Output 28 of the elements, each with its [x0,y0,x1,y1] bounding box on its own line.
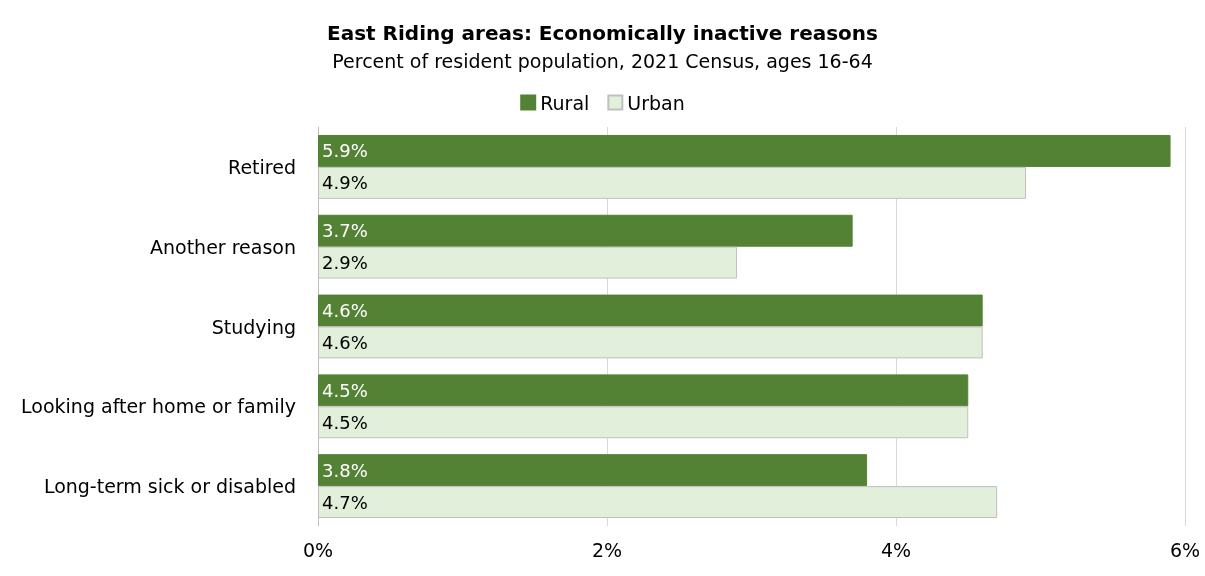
y-tick-label: Looking after home or family [21,395,296,418]
data-label: 3.8% [322,459,368,481]
bar [318,374,969,407]
y-tick-label: Long-term sick or disabled [43,475,296,498]
data-label: 4.6% [322,300,368,322]
bar [318,134,1171,167]
data-label: 4.7% [322,491,368,513]
x-tick-label: 0% [302,538,334,561]
chart-subtitle: Percent of resident population, 2021 Census, ages 16-64 [332,49,873,72]
data-label: 4.5% [322,379,368,401]
data-label: 5.9% [322,140,368,162]
y-tick-label: Studying [211,315,296,338]
y-tick-label: Another reason [150,235,296,258]
x-tick-label: 4% [880,538,912,561]
y-tick-label: Retired [228,155,296,178]
legend-label: Rural [540,91,590,114]
data-label: 2.9% [322,252,368,274]
bar [318,214,853,247]
x-tick-label: 6% [1169,538,1201,561]
data-label: 3.7% [322,220,368,242]
legend-label: Urban [627,91,685,114]
data-label: 4.9% [322,172,368,194]
bar [318,294,983,327]
chart-title: East Riding areas: Economically inactive reasons [327,21,878,45]
data-label: 4.6% [322,331,368,353]
x-tick-label: 2% [591,538,623,561]
bar [318,454,868,487]
data-label: 4.5% [322,411,368,433]
